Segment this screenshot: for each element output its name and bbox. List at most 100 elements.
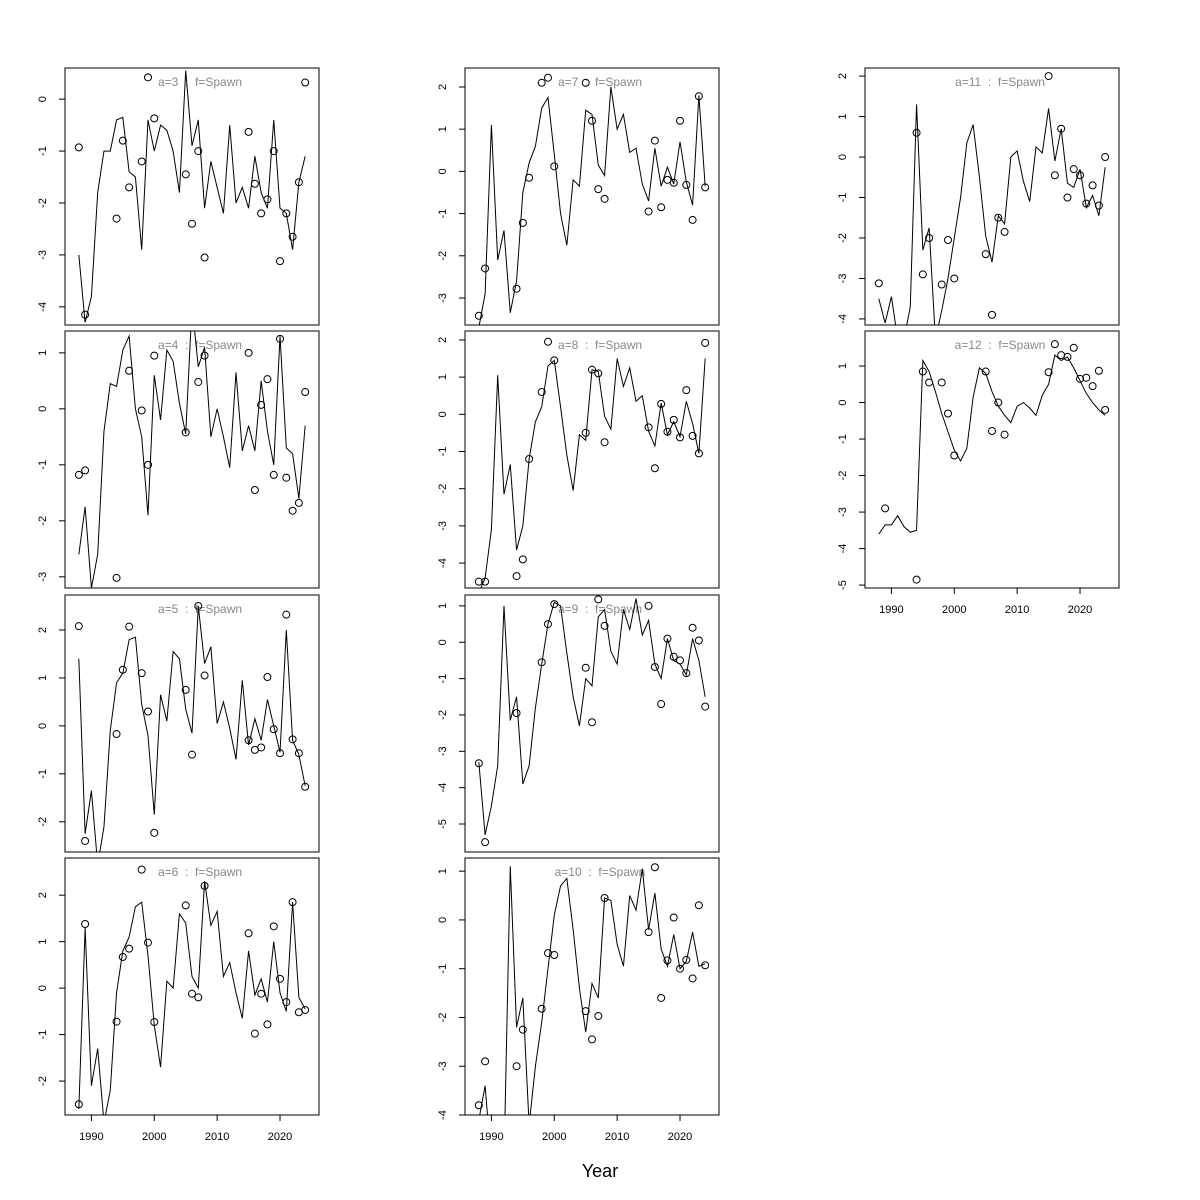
observation-point [81, 836, 90, 845]
observation-point [600, 438, 609, 447]
y-tick-label: 2 [437, 337, 449, 343]
model-line [78, 881, 306, 1115]
observation-point [912, 575, 921, 584]
observation-point [650, 863, 659, 872]
observation-point [125, 183, 134, 192]
observation-point [581, 78, 590, 87]
observation-point [200, 253, 209, 262]
observation-point [189, 305, 196, 312]
observation-point [669, 652, 678, 661]
observation-point [943, 409, 952, 418]
y-tick-label: -3 [837, 274, 849, 284]
observation-point [474, 311, 483, 320]
observation-point [644, 207, 653, 216]
observation-point [200, 671, 209, 680]
y-tick-label: 0 [437, 168, 449, 174]
observation-point [244, 348, 253, 357]
observation-point [657, 399, 666, 408]
observation-point [1000, 430, 1009, 439]
y-tick-label: -1 [37, 1030, 49, 1040]
y-tick-label: -2 [437, 710, 449, 720]
observation-point [1069, 343, 1078, 352]
observation-point [588, 1035, 596, 1044]
y-tick-label: -4 [837, 544, 849, 554]
observation-point [676, 656, 685, 665]
y-tick-label: 1 [37, 350, 49, 356]
observation-point [1063, 193, 1072, 202]
observation-point [118, 136, 127, 145]
plot-area [474, 595, 710, 847]
observation-point [250, 179, 259, 188]
observation-point [512, 709, 521, 718]
observation-point [481, 577, 490, 586]
observation-point [688, 215, 697, 224]
y-tick-label: 2 [37, 627, 49, 633]
observation-point [588, 365, 596, 374]
observation-point [881, 504, 890, 513]
y-tick-label: -2 [37, 516, 49, 526]
x-tick-label: 2020 [1068, 604, 1092, 616]
observation-point [143, 73, 152, 82]
observation-point [276, 974, 285, 983]
x-tick-label: 1990 [879, 604, 903, 616]
y-tick-label: 0 [37, 96, 49, 102]
observation-point [474, 1101, 483, 1110]
observation-point [1088, 181, 1097, 190]
y-tick-label: -3 [837, 507, 849, 517]
y-tick-label: -2 [37, 198, 49, 208]
observation-point [263, 672, 272, 681]
observation-point [512, 1062, 521, 1071]
observation-point [301, 78, 310, 87]
observation-point [181, 428, 190, 437]
y-tick-label: -2 [437, 251, 449, 261]
observation-point [537, 78, 546, 87]
y-tick-label: 2 [837, 73, 849, 79]
observation-point [644, 601, 653, 610]
panel-frame [464, 594, 720, 853]
observation-point [244, 929, 253, 938]
observation-point [937, 280, 946, 289]
observation-point [694, 92, 703, 101]
y-tick-label: -1 [437, 674, 449, 684]
observation-point [682, 180, 691, 189]
observation-point [112, 573, 121, 582]
observation-point [244, 127, 253, 136]
observation-point [112, 214, 121, 223]
observation-point [663, 427, 672, 436]
observation-point [263, 375, 272, 384]
observation-point [288, 898, 297, 907]
observation-point [263, 1020, 272, 1029]
panel-title: a=12 : f=Spawn [955, 338, 1046, 352]
model-line [479, 866, 706, 1115]
observation-point [1076, 171, 1085, 180]
observation-point [257, 400, 266, 409]
observation-point [244, 736, 253, 745]
observation-point [269, 922, 278, 931]
observation-point [682, 669, 691, 678]
y-tick-label: -1 [37, 146, 49, 156]
observation-point [188, 219, 196, 228]
panel-title: a=4 : f=Spawn [158, 338, 242, 352]
panel-title: a=7 : f=Spawn [558, 75, 642, 89]
observation-point [937, 378, 946, 387]
y-tick-label: 0 [37, 985, 49, 991]
y-tick-label: -4 [37, 302, 49, 312]
model-line [478, 86, 706, 325]
observation-point [288, 506, 297, 515]
observation-point [1044, 72, 1053, 81]
observation-point [688, 974, 697, 983]
observation-point [550, 951, 559, 960]
plot-area [74, 70, 310, 323]
observation-point [650, 662, 659, 671]
observation-point [950, 274, 959, 283]
y-tick-label: 0 [837, 154, 849, 160]
y-tick-label: -1 [837, 434, 849, 444]
y-tick-label: -1 [37, 769, 49, 779]
y-tick-label: -1 [437, 209, 449, 219]
observation-point [537, 1004, 546, 1013]
observation-point [682, 386, 691, 395]
y-tick-label: 1 [437, 374, 449, 380]
observation-point [74, 1100, 83, 1109]
observation-point [994, 213, 1003, 222]
panel-frame [464, 67, 720, 326]
